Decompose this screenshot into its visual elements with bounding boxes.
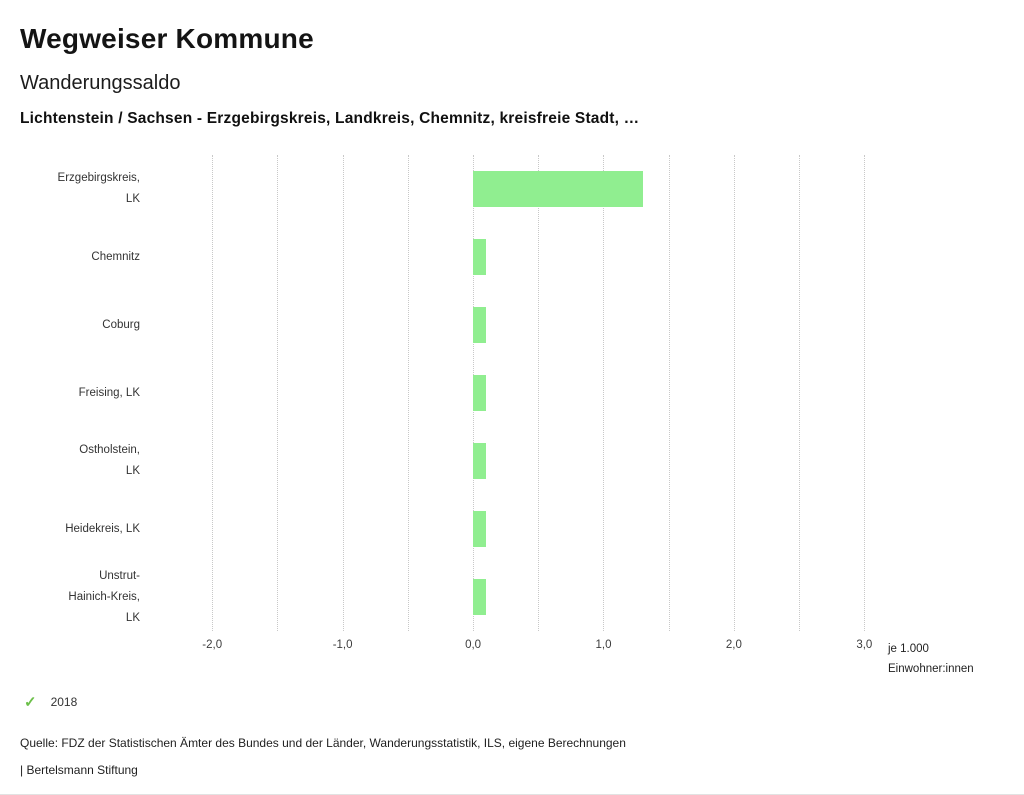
category-label: Unstrut- Hainich-Kreis, LK <box>68 569 140 624</box>
legend-item-2018[interactable]: ✓ 2018 <box>24 693 77 711</box>
gridline <box>799 155 801 631</box>
gridline <box>212 155 214 631</box>
gridline <box>342 155 344 631</box>
gridline <box>407 155 409 631</box>
bar[interactable] <box>473 443 487 479</box>
gridline <box>668 155 670 631</box>
axis-unit-line-1: je 1.000 <box>888 643 929 655</box>
x-tick-label: 0,0 <box>465 639 482 651</box>
gridline <box>864 155 866 631</box>
category-label: Chemnitz <box>91 250 140 263</box>
bar[interactable] <box>473 579 487 615</box>
gridline <box>277 155 279 631</box>
category-labels: Erzgebirgskreis, LK Chemnitz Coburg Freising… <box>20 155 140 631</box>
check-icon: ✓ <box>24 694 37 711</box>
x-axis: -2,0 -1,0 0,0 1,0 2,0 3,0 <box>147 639 880 659</box>
legend: ✓ 2018 <box>24 693 1004 711</box>
x-tick-label: -1,0 <box>332 639 353 651</box>
bar-chart: Erzgebirgskreis, LK Chemnitz Coburg Freising… <box>20 155 1004 675</box>
chart-filter-line: Lichtenstein / Sachsen - Erzgebirgskreis… <box>20 110 640 127</box>
bar[interactable] <box>473 171 643 207</box>
axis-unit-line-2: Einwohner:innen <box>888 663 974 675</box>
chart-title: Wanderungssaldo <box>20 72 181 94</box>
category-label: Ostholstein, LK <box>79 444 140 477</box>
branding: | Bertelsmann Stiftung <box>20 763 138 777</box>
source-note: Quelle: FDZ der Statistischen Ämter des … <box>20 736 626 750</box>
gridline <box>733 155 735 631</box>
x-tick-label: 1,0 <box>595 639 612 651</box>
x-tick-label: 2,0 <box>725 639 742 651</box>
legend-year-label: 2018 <box>50 695 78 709</box>
plot-area <box>147 155 880 631</box>
app-title: Wegweiser Kommune <box>20 23 314 54</box>
bar[interactable] <box>473 375 487 411</box>
category-label: Erzgebirgskreis, LK <box>57 172 140 205</box>
axis-unit-label: je 1.000 Einwohner:innen <box>888 639 974 679</box>
category-label: Coburg <box>102 318 140 331</box>
category-label: Freising, LK <box>78 386 140 399</box>
x-tick-label: -2,0 <box>202 639 223 651</box>
category-label: Heidekreis, LK <box>65 522 140 535</box>
chart-body: Erzgebirgskreis, LK Chemnitz Coburg Freising… <box>20 155 1004 631</box>
bar[interactable] <box>473 239 487 275</box>
gridline <box>603 155 605 631</box>
bar[interactable] <box>473 307 487 343</box>
gridline <box>538 155 540 631</box>
bar[interactable] <box>473 511 487 547</box>
x-tick-label: 3,0 <box>856 639 873 651</box>
